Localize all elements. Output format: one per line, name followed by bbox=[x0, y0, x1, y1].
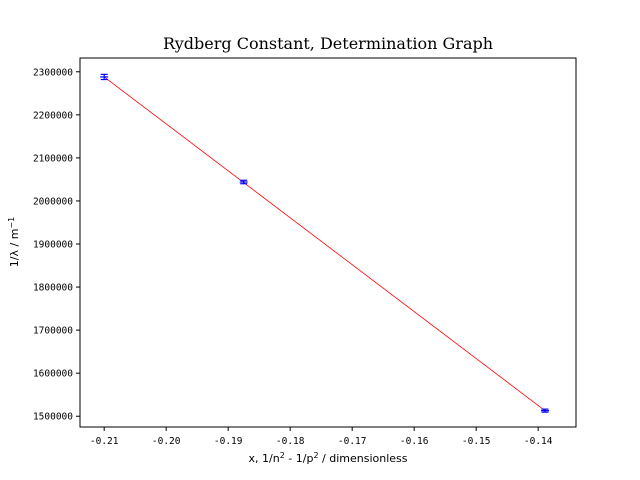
x-tick-label: -0.15 bbox=[462, 436, 491, 447]
plot-area-frame bbox=[79, 57, 577, 428]
data-points-layer bbox=[100, 73, 549, 413]
y-tick-label: 2300000 bbox=[33, 67, 73, 78]
x-axis-ticks: -0.21 -0.20 -0.19 -0.18 -0.17 -0.16 -0.15 -0.14 bbox=[90, 427, 553, 447]
y-tick-label: 2100000 bbox=[33, 153, 73, 164]
x-tick-label: -0.19 bbox=[214, 436, 243, 447]
x-axis-label: x, 1/n2 - 1/p2 / dimensionless bbox=[249, 451, 408, 465]
y-tick-label: 1900000 bbox=[33, 240, 73, 251]
y-tick-label: 1700000 bbox=[33, 326, 73, 337]
y-tick-label: 1500000 bbox=[33, 412, 73, 423]
x-tick-label: -0.21 bbox=[90, 436, 119, 447]
x-tick-label: -0.18 bbox=[276, 436, 305, 447]
y-tick-label: 2200000 bbox=[33, 110, 73, 121]
x-tick-label: -0.20 bbox=[152, 436, 181, 447]
fit-line-segment bbox=[103, 76, 546, 411]
y-tick-label: 1600000 bbox=[33, 369, 73, 380]
chart-title: Rydberg Constant, Determination Graph bbox=[163, 34, 493, 53]
x-tick-label: -0.16 bbox=[400, 436, 429, 447]
x-tick-label: -0.17 bbox=[338, 436, 367, 447]
x-tick-label: -0.14 bbox=[524, 436, 553, 447]
fit-line-layer bbox=[103, 76, 546, 411]
y-axis-ticks: 1500000 1600000 1700000 1800000 1900000 20000… bbox=[33, 67, 80, 423]
y-tick-label: 2000000 bbox=[33, 196, 73, 207]
data-point bbox=[100, 73, 109, 81]
data-point bbox=[541, 408, 549, 413]
y-axis-label: 1/λ / m−1 bbox=[7, 217, 21, 267]
data-point bbox=[239, 179, 248, 185]
y-tick-label: 1800000 bbox=[33, 283, 73, 294]
